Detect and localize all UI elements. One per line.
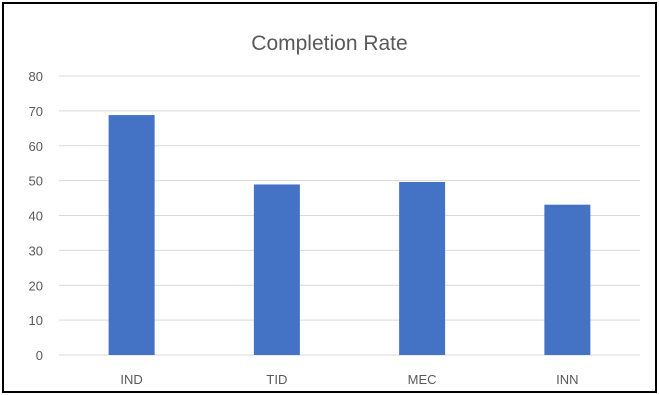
x-tick-label-ind: IND [120,372,142,387]
x-tick-label-mec: MEC [408,372,437,387]
chart-title: Completion Rate [251,32,408,55]
y-tick-label-70: 70 [29,104,43,119]
bar-ind [108,115,155,355]
bar-inn [544,204,591,355]
y-tick-label-40: 40 [29,209,43,224]
x-tick-label-tid: TID [266,372,287,387]
chart-plot: 0 10 20 30 40 50 60 70 80 IND TID MEC INN [29,69,640,387]
bar-tid [253,184,300,355]
y-tick-label-0: 0 [36,348,43,363]
y-tick-label-50: 50 [29,174,43,189]
y-tick-label-10: 10 [29,313,43,328]
y-tick-label-80: 80 [29,69,43,84]
x-tick-label-inn: INN [556,372,578,387]
y-tick-label-60: 60 [29,139,43,154]
y-tick-label-20: 20 [29,278,43,293]
bar-mec [399,182,446,355]
y-tick-label-30: 30 [29,243,43,258]
